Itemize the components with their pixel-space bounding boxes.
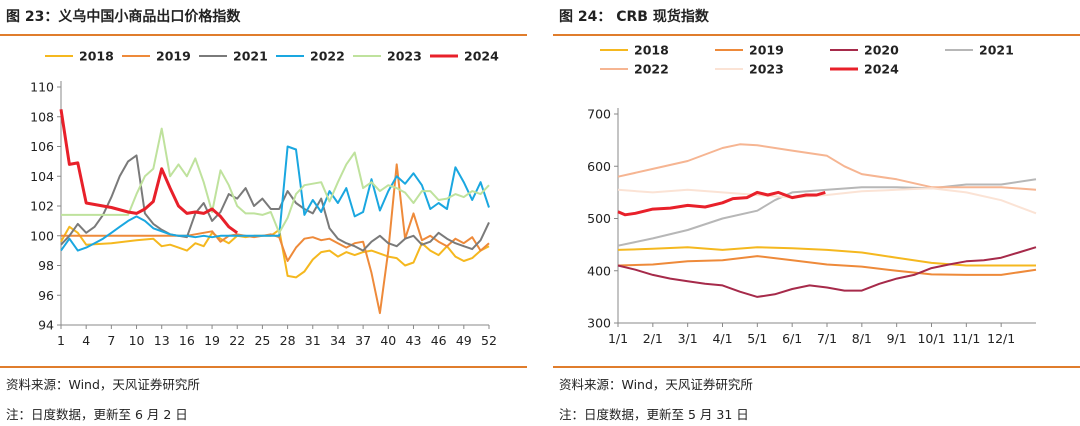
x-tick-label: 34 bbox=[330, 333, 346, 348]
series-line-2020 bbox=[617, 246, 1037, 298]
crb-spot-chart: 2018 2019 2020 2021 2022 2023 2024 300 400 500 600… bbox=[587, 43, 1037, 346]
legend-label-2023: 2023 bbox=[749, 62, 784, 77]
x-tick-label: 7 bbox=[107, 333, 115, 348]
legend-label-2022: 2022 bbox=[310, 49, 345, 64]
bottom-rule bbox=[0, 366, 527, 368]
x-tick-label: 37 bbox=[355, 333, 371, 348]
y-tick-label: 102 bbox=[30, 199, 54, 214]
update-note: 注：日度数据，更新至 6 月 2 日 bbox=[6, 407, 188, 422]
legend-label-2020: 2020 bbox=[864, 43, 899, 58]
chart-panel-crb: 图 24： CRB 现货指数 2018 2019 2020 2021 2022 2023 2… bbox=[553, 0, 1080, 426]
y-tick-label: 108 bbox=[30, 109, 54, 124]
series-line-2018 bbox=[617, 246, 1036, 267]
export-price-chart: 2018 2019 2021 2022 2023 20249496981001021041… bbox=[30, 49, 499, 349]
series-line-2022 bbox=[617, 143, 1037, 191]
bottom-rule bbox=[553, 366, 1080, 368]
x-tick-label: 8/1 bbox=[852, 331, 872, 346]
source-note: 资料来源：Wind，天风证券研究所 bbox=[6, 377, 200, 392]
legend-label-2024: 2024 bbox=[864, 62, 899, 77]
series-line-2019 bbox=[61, 163, 490, 315]
series-line-2022 bbox=[60, 145, 490, 252]
legend-label-2018: 2018 bbox=[79, 49, 114, 64]
y-tick-label: 500 bbox=[587, 211, 611, 226]
legend-label-2019: 2019 bbox=[749, 43, 784, 58]
chart-panel-export-price: 图 23：义乌中国小商品出口价格指数 2018 2019 2021 2022 2023 2… bbox=[0, 0, 527, 426]
y-tick-label: 600 bbox=[587, 159, 611, 174]
source-note: 资料来源：Wind，天风证券研究所 bbox=[559, 377, 753, 392]
y-tick-label: 106 bbox=[30, 139, 54, 154]
x-tick-label: 12/1 bbox=[987, 331, 1015, 346]
x-tick-label: 52 bbox=[481, 333, 497, 348]
series-line-2019 bbox=[617, 255, 1037, 276]
x-tick-label: 46 bbox=[431, 333, 447, 348]
top-rule bbox=[553, 34, 1080, 36]
legend-label-2022: 2022 bbox=[634, 62, 669, 77]
x-tick-label: 22 bbox=[229, 333, 245, 348]
y-tick-label: 110 bbox=[30, 80, 54, 95]
x-tick-label: 49 bbox=[456, 333, 472, 348]
update-note: 注：日度数据，更新至 5 月 31 日 bbox=[559, 407, 749, 422]
x-tick-label: 1/1 bbox=[608, 331, 628, 346]
x-tick-label: 43 bbox=[406, 333, 422, 348]
series-line-2024 bbox=[617, 190, 826, 217]
x-tick-label: 9/1 bbox=[887, 331, 907, 346]
x-tick-label: 6/1 bbox=[782, 331, 802, 346]
legend-label-2024: 2024 bbox=[464, 49, 499, 64]
x-tick-label: 5/1 bbox=[747, 331, 767, 346]
legend-label-2023: 2023 bbox=[387, 49, 422, 64]
legend-label-2019: 2019 bbox=[156, 49, 191, 64]
x-tick-label: 4/1 bbox=[712, 331, 732, 346]
x-tick-label: 4 bbox=[82, 333, 90, 348]
y-tick-label: 400 bbox=[587, 263, 611, 278]
y-tick-label: 104 bbox=[30, 169, 54, 184]
legend-label-2018: 2018 bbox=[634, 43, 669, 58]
x-tick-label: 10 bbox=[129, 333, 145, 348]
series-line-2023 bbox=[61, 127, 490, 234]
y-tick-label: 94 bbox=[38, 318, 54, 333]
x-tick-label: 25 bbox=[254, 333, 270, 348]
x-tick-label: 2/1 bbox=[643, 331, 663, 346]
x-tick-label: 16 bbox=[179, 333, 195, 348]
chart-title: 图 24： CRB 现货指数 bbox=[559, 9, 709, 25]
x-tick-label: 11/1 bbox=[952, 331, 980, 346]
series-line-2021 bbox=[60, 154, 490, 252]
x-tick-label: 13 bbox=[154, 333, 170, 348]
y-tick-label: 100 bbox=[30, 228, 54, 243]
series-line-2024 bbox=[59, 109, 239, 235]
x-tick-label: 31 bbox=[305, 333, 321, 348]
top-rule bbox=[0, 34, 527, 36]
x-tick-label: 10/1 bbox=[917, 331, 945, 346]
x-tick-label: 28 bbox=[280, 333, 296, 348]
y-tick-label: 96 bbox=[38, 288, 54, 303]
series-line-2018 bbox=[60, 225, 490, 279]
x-tick-label: 1 bbox=[57, 333, 65, 348]
x-tick-label: 19 bbox=[204, 333, 220, 348]
series-line-2023 bbox=[617, 187, 1037, 215]
x-tick-label: 40 bbox=[380, 333, 396, 348]
chart-title: 图 23：义乌中国小商品出口价格指数 bbox=[6, 9, 241, 25]
x-tick-label: 3/1 bbox=[678, 331, 698, 346]
y-tick-label: 98 bbox=[38, 258, 54, 273]
y-tick-label: 300 bbox=[587, 316, 611, 331]
legend-label-2021: 2021 bbox=[979, 43, 1014, 58]
legend-label-2021: 2021 bbox=[233, 49, 268, 64]
series-line-2021 bbox=[617, 178, 1037, 247]
y-tick-label: 700 bbox=[587, 107, 611, 122]
x-tick-label: 7/1 bbox=[817, 331, 837, 346]
